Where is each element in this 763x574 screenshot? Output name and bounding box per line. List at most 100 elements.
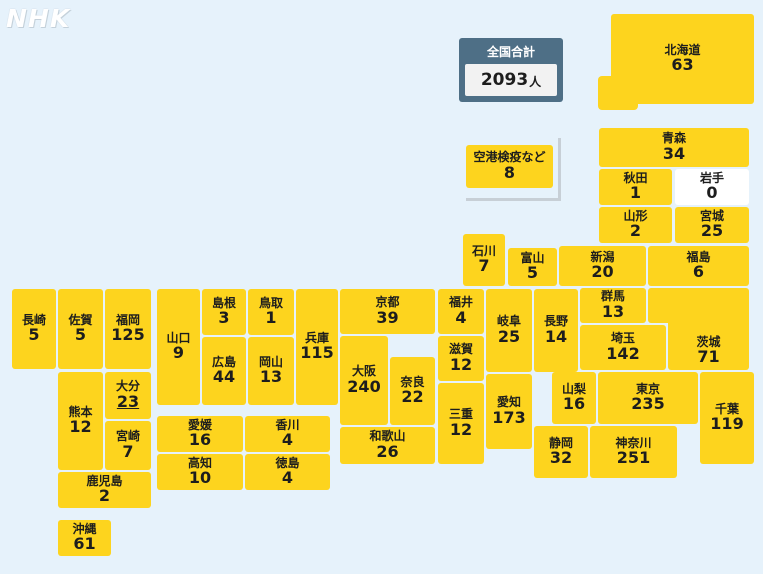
pref-name: 神奈川 — [615, 435, 652, 450]
pref-hyogo[interactable]: 兵庫 115 — [296, 289, 338, 405]
pref-tokyo[interactable]: 東京 235 — [598, 372, 698, 424]
pref-hokkaido[interactable]: 北海道 63 — [611, 14, 754, 104]
pref-saga[interactable]: 佐賀 5 — [58, 289, 103, 369]
pref-name: 群馬 — [600, 289, 625, 304]
pref-count: 0 — [706, 183, 718, 203]
pref-fukushima[interactable]: 福島 6 — [648, 246, 749, 286]
national-total-label: 全国合計 — [486, 45, 535, 59]
pref-name: 奈良 — [400, 374, 425, 389]
pref-nagasaki[interactable]: 長崎 5 — [12, 289, 56, 369]
pref-akita[interactable]: 秋田 1 — [599, 169, 672, 205]
pref-aomori[interactable]: 青森 34 — [599, 128, 749, 167]
pref-niigata[interactable]: 新潟 20 — [559, 246, 646, 286]
pref-name: 新潟 — [590, 249, 615, 264]
airport-divider-horizontal — [466, 198, 561, 201]
pref-name: 徳島 — [275, 455, 300, 470]
pref-name: 岡山 — [258, 354, 283, 369]
pref-tokushima[interactable]: 徳島 4 — [245, 454, 330, 490]
pref-okayama[interactable]: 岡山 13 — [248, 337, 294, 405]
pref-toyama[interactable]: 富山 5 — [508, 248, 557, 286]
pref-name: 長野 — [543, 314, 568, 329]
pref-osaka[interactable]: 大阪 240 — [340, 336, 388, 425]
pref-name: 島根 — [211, 295, 236, 310]
pref-shizuoka[interactable]: 静岡 32 — [534, 426, 588, 478]
pref-wakayama[interactable]: 和歌山 26 — [340, 427, 435, 464]
pref-hiroshima[interactable]: 広島 44 — [202, 337, 246, 405]
pref-count: 25 — [700, 221, 724, 241]
pref-kagoshima[interactable]: 鹿児島 2 — [58, 472, 151, 508]
pref-name: 沖縄 — [72, 521, 97, 536]
national-total-value: 2093 — [480, 70, 529, 90]
pref-count: 4 — [281, 430, 294, 450]
pref-count: 61 — [73, 534, 96, 554]
pref-count: 2 — [98, 486, 111, 506]
pref-kumamoto[interactable]: 熊本 12 — [58, 372, 103, 470]
pref-shimane[interactable]: 島根 3 — [202, 289, 246, 335]
pref-name: 高知 — [187, 455, 212, 470]
pref-kanagawa[interactable]: 神奈川 251 — [590, 426, 677, 478]
pref-count: 14 — [544, 326, 568, 346]
pref-shiga[interactable]: 滋賀 12 — [438, 336, 484, 381]
pref-count: 44 — [212, 367, 236, 387]
pref-count: 22 — [401, 387, 424, 407]
pref-count: 119 — [710, 414, 744, 434]
pref-count: 32 — [549, 448, 573, 468]
pref-ishikawa[interactable]: 石川 7 — [463, 234, 505, 286]
pref-name: 三重 — [448, 407, 473, 422]
pref-okinawa[interactable]: 沖縄 61 — [58, 520, 111, 556]
pref-oita[interactable]: 大分 23 — [105, 372, 151, 419]
pref-miyagi[interactable]: 宮城 25 — [675, 207, 749, 243]
pref-kochi[interactable]: 高知 10 — [157, 454, 243, 490]
pref-kyoto[interactable]: 京都 39 — [340, 289, 435, 334]
pref-count: 63 — [671, 55, 694, 75]
pref-aichi[interactable]: 愛知 173 — [486, 374, 532, 449]
pref-mie[interactable]: 三重 12 — [438, 383, 484, 464]
pref-nagano[interactable]: 長野 14 — [534, 289, 578, 372]
pref-count: 115 — [300, 343, 334, 363]
pref-count: 5 — [74, 325, 87, 345]
pref-count: 71 — [697, 347, 720, 367]
pref-name: 滋賀 — [448, 342, 473, 357]
pref-name: 京都 — [375, 295, 400, 310]
pref-name: 青森 — [661, 131, 686, 146]
pref-name: 鳥取 — [258, 295, 283, 310]
pref-name: 佐賀 — [68, 312, 93, 327]
pref-saitama[interactable]: 埼玉 142 — [580, 325, 666, 370]
pref-fukuoka[interactable]: 福岡 125 — [105, 289, 151, 369]
pref-count: 2 — [629, 221, 642, 241]
pref-count: 1 — [265, 308, 277, 328]
pref-fukui[interactable]: 福井 4 — [438, 289, 484, 334]
pref-name: 静岡 — [548, 435, 573, 450]
pref-name: 北海道 — [664, 42, 701, 57]
pref-name: 山梨 — [561, 381, 586, 396]
pref-name: 広島 — [211, 354, 236, 369]
pref-iwate[interactable]: 岩手 0 — [675, 169, 749, 205]
pref-name: 大分 — [115, 379, 140, 394]
pref-count: 23 — [116, 391, 140, 411]
pref-gunma[interactable]: 群馬 13 — [580, 288, 646, 323]
pref-airport-quarantine[interactable]: 空港検疫など 8 — [466, 145, 553, 188]
pref-chiba[interactable]: 千葉 119 — [700, 372, 754, 464]
pref-name: 茨城 — [696, 334, 721, 349]
pref-kagawa[interactable]: 香川 4 — [245, 416, 330, 452]
pref-name: 空港検疫など — [473, 150, 546, 165]
pref-yamaguchi[interactable]: 山口 9 — [157, 289, 200, 405]
pref-tottori[interactable]: 鳥取 1 — [248, 289, 294, 335]
pref-gifu[interactable]: 岐阜 25 — [486, 289, 532, 372]
pref-name: 秋田 — [623, 170, 648, 185]
pref-count: 13 — [601, 301, 625, 321]
pref-name: 香川 — [275, 417, 300, 432]
pref-name: 千葉 — [714, 401, 739, 416]
pref-nara[interactable]: 奈良 22 — [390, 357, 435, 425]
pref-name: 愛媛 — [187, 417, 212, 432]
pref-name: 和歌山 — [369, 429, 406, 444]
pref-ehime[interactable]: 愛媛 16 — [157, 416, 243, 452]
pref-ibaraki[interactable]: 茨城 71 — [668, 288, 749, 370]
pref-name: 長崎 — [21, 312, 46, 327]
pref-miyazaki[interactable]: 宮崎 7 — [105, 421, 151, 470]
pref-yamanashi[interactable]: 山梨 16 — [552, 372, 596, 424]
pref-count: 34 — [662, 143, 686, 163]
pref-name: 鹿児島 — [86, 473, 123, 488]
pref-yamagata[interactable]: 山形 2 — [599, 207, 672, 243]
pref-count: 3 — [218, 308, 230, 328]
